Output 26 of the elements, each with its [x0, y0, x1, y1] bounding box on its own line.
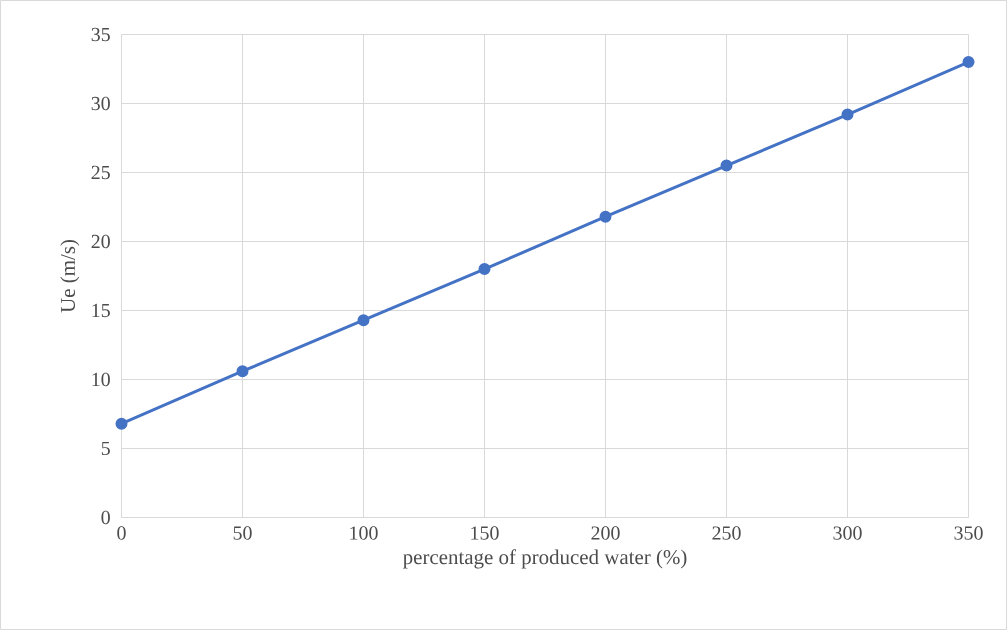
y-tick-label: 30 — [91, 96, 110, 111]
y-tick-label: 15 — [92, 303, 110, 318]
point — [841, 108, 854, 121]
x-tick-label: 100 — [350, 526, 378, 540]
x-axis-title: percentage of produced water (%) — [403, 549, 687, 569]
y-tick-label: 35 — [91, 27, 110, 42]
point — [720, 159, 733, 172]
point — [478, 263, 491, 276]
y-axis-title: Ue (m/s) — [60, 240, 80, 313]
y-tick-label: 20 — [91, 234, 110, 249]
y-tick-label: 5 — [101, 441, 110, 456]
point — [357, 314, 370, 327]
point — [236, 365, 249, 378]
y-tick-label: 0 — [101, 510, 110, 525]
x-tick-label: 250 — [712, 526, 741, 540]
x-tick-label: 350 — [954, 526, 983, 540]
x-tick-label: 150 — [471, 526, 499, 540]
point — [115, 417, 128, 430]
point — [599, 210, 612, 223]
y-tick-label: 10 — [92, 372, 110, 387]
x-tick-label: 200 — [591, 526, 620, 540]
y-tick-label: 25 — [91, 165, 110, 180]
x-tick-label: 300 — [833, 526, 862, 540]
x-tick-label: 0 — [117, 526, 126, 540]
x-tick-label: 50 — [233, 526, 252, 540]
point — [962, 56, 975, 69]
